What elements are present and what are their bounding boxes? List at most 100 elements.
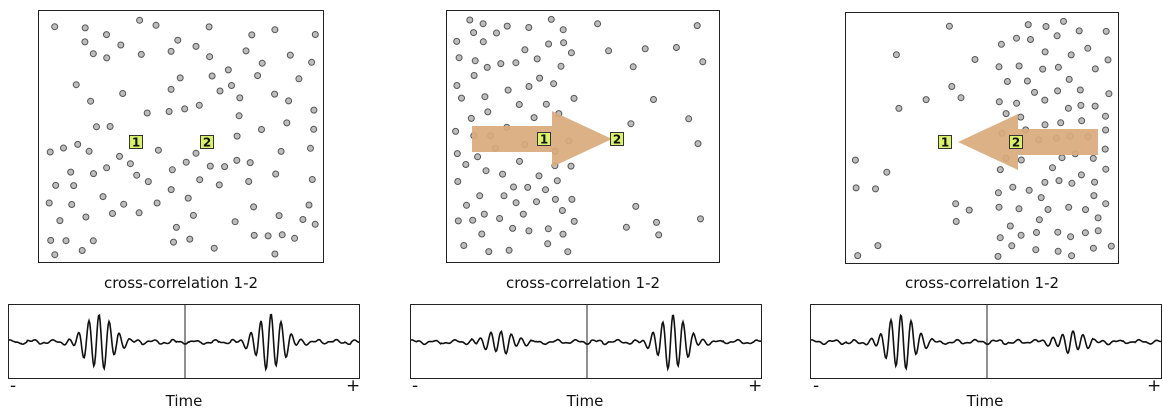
scatterer-dot [248, 31, 256, 39]
scatterer-dot [454, 217, 462, 225]
scatterer-dot [275, 212, 283, 220]
scatterer-dot [470, 29, 478, 37]
scatterer-dot [594, 20, 602, 28]
scatterer-dot [694, 140, 702, 148]
scatterer-dot [1078, 117, 1086, 125]
scatterer-dot [500, 192, 508, 200]
scatterer-dot [144, 178, 152, 186]
scatterer-dot [165, 108, 173, 115]
scatterer-dot [1076, 86, 1084, 94]
scatterer-dot [170, 238, 177, 246]
cross-correlation-caption: cross-correlation 1-2 [505, 274, 661, 292]
scatterer-dot [503, 22, 511, 30]
scatterer-dot [504, 86, 512, 94]
receiver-1-label: 1 [540, 133, 548, 147]
scatterer-dot [1054, 63, 1062, 71]
scatterer-dot [120, 200, 128, 208]
scatterer-dot [1060, 17, 1067, 25]
scatterer-dot [181, 105, 189, 113]
scatterer-dot [1077, 101, 1085, 109]
scatterer-dot [533, 55, 541, 63]
scatterer-dot [1102, 126, 1110, 134]
scatterer-dot [1027, 36, 1034, 43]
scatterer-dot [632, 202, 640, 210]
scatterer-dot [192, 149, 200, 157]
scatterer-dot [1081, 229, 1089, 237]
scatterer-dot [524, 183, 532, 191]
scatterer-dot [216, 87, 224, 95]
scatterer-dot [51, 251, 59, 259]
scatterer-dot [1089, 154, 1097, 162]
scatterer-dot [474, 153, 482, 161]
scatterer-dot [74, 140, 82, 148]
scatterer-dot [103, 31, 110, 39]
scatterer-dot [622, 223, 630, 231]
scatterer-dot [547, 15, 555, 23]
scatterer-dot [137, 50, 145, 58]
scatterer-dot [1090, 192, 1098, 200]
scatterer-dot [542, 100, 550, 108]
scatterer-dot [895, 104, 903, 112]
scatterer-dot [1037, 194, 1045, 202]
scatterer-dot [481, 93, 489, 101]
scatterer-dot [264, 232, 272, 240]
scatterer-dot [246, 159, 254, 167]
cross-correlation-trace [411, 314, 761, 372]
scatterer-dot [1008, 242, 1016, 250]
scatterer-dot [1006, 222, 1014, 230]
scatterer-dot [174, 36, 182, 44]
scatterer-dot [1032, 246, 1040, 254]
scatterer-dot [206, 53, 214, 61]
scatterer-dot [544, 225, 552, 233]
scatterer-dot [299, 216, 307, 223]
scatterer-dot [1041, 48, 1049, 56]
scatterer-dot [1054, 247, 1062, 255]
scatterer-dot [519, 210, 527, 218]
scatterer-dot [965, 206, 973, 214]
scatterer-dot [545, 40, 553, 48]
cross-correlation-plot [811, 305, 1161, 378]
scatterer-dot [82, 213, 90, 221]
scatterer-dot [310, 125, 318, 133]
scatterer-dot [453, 82, 461, 89]
receiver-1-label: 1 [132, 136, 140, 150]
scatterer-dot [119, 90, 127, 97]
scatterer-dot [215, 181, 223, 189]
scatterer-dot [1057, 119, 1065, 127]
scatterer-dot [1017, 231, 1025, 239]
scatterer-dot [497, 60, 505, 68]
scatterer-dot [945, 22, 953, 30]
scatterer-dot [56, 217, 64, 225]
receiver-1-marker: 1 [129, 135, 143, 150]
scatterer-dot [103, 54, 111, 62]
cross-correlation-trace [9, 313, 359, 372]
scatterer-dot [1009, 183, 1017, 191]
scatterer-dot [479, 38, 487, 46]
scatterer-dot [1023, 77, 1031, 85]
scatterer-dot [192, 42, 200, 50]
scatterer-dot [1094, 214, 1102, 222]
scatterer-dot [484, 108, 492, 116]
scatterer-dot [90, 170, 97, 178]
scatterer-dot [245, 178, 253, 185]
scatterer-dot [254, 72, 262, 80]
scatterer-dot [996, 166, 1004, 174]
receiver-2-marker: 2 [610, 132, 624, 147]
scatterer-dot [1067, 51, 1075, 59]
scatterer-dot [277, 147, 285, 155]
scatterer-dot [605, 47, 613, 55]
scatterer-dot [515, 101, 523, 108]
scatterer-dot [455, 54, 463, 62]
scatterer-dot [641, 45, 649, 53]
scatterer-dot [1075, 27, 1083, 35]
arrow-left-icon [958, 114, 1098, 170]
scatterer-dot [168, 166, 176, 174]
scatterer-dot [1077, 171, 1085, 179]
scatterer-dot [672, 44, 680, 51]
scatterer-dot [512, 59, 520, 67]
scatterer-dot [208, 72, 216, 80]
scatterer-dot [454, 178, 462, 185]
scatterer-dot [1107, 242, 1115, 250]
scatterer-dot [78, 247, 86, 254]
scatterer-dot [1017, 156, 1025, 164]
